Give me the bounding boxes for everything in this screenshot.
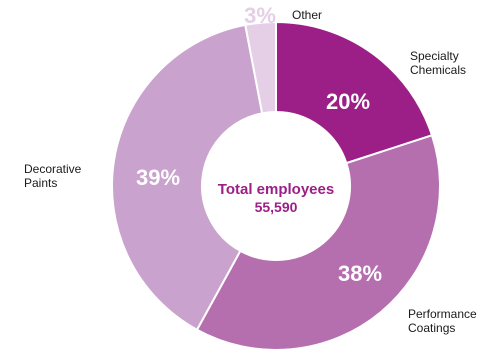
center-title: Total employees <box>218 181 334 198</box>
category-label-other: Other <box>292 8 322 22</box>
percent-label-specialty-chemicals: 20% <box>326 89 370 114</box>
slice-decorative-paints <box>111 23 264 332</box>
category-label-specialty-chemicals: Specialty Chemicals <box>410 49 466 77</box>
category-label-performance-coatings: Performance Coatings <box>408 307 477 335</box>
slice-other <box>244 20 277 115</box>
donut-slices <box>111 20 441 351</box>
slice-performance-coatings <box>195 134 441 351</box>
percent-label-decorative-paints: 39% <box>136 165 180 190</box>
percent-labels: 20% 38% 39% 3% <box>136 3 382 286</box>
category-label-decorative-paints: Decorative Paints <box>24 162 82 190</box>
percent-label-performance-coatings: 38% <box>338 261 382 286</box>
slice-specialty-chemicals <box>275 20 434 165</box>
percent-label-other: 3% <box>244 3 276 28</box>
center-value: 55,590 <box>255 199 298 215</box>
category-labels: Specialty Chemicals Performance Coatings Dec… <box>24 8 477 335</box>
center-label: Total employees 55,590 <box>218 181 334 215</box>
